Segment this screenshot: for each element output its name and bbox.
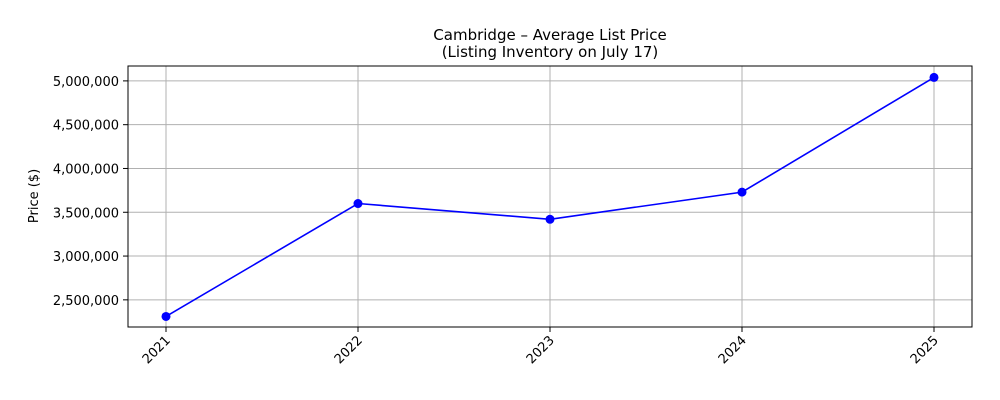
chart-title: Cambridge – Average List Price	[433, 26, 666, 44]
data-point-2021	[161, 311, 171, 321]
x-tick-label: 2023	[524, 333, 558, 367]
axes: 2021 2022 2023 2024 2025 2,500,000 3,000,000 3,…	[53, 75, 942, 367]
x-tick-label: 2025	[908, 333, 942, 367]
y-tick-label: 3,500,000	[53, 206, 119, 221]
x-tick-label: 2024	[716, 333, 750, 367]
grid-lines	[128, 66, 972, 327]
series-layer	[161, 72, 939, 321]
data-point-2025	[929, 72, 939, 82]
data-point-2024	[737, 187, 747, 197]
x-tick-label: 2021	[140, 333, 174, 367]
chart-subtitle: (Listing Inventory on July 17)	[442, 43, 659, 61]
y-axis-label: Price ($)	[27, 169, 42, 223]
data-point-2022	[353, 199, 363, 209]
y-tick-label: 5,000,000	[53, 75, 119, 90]
y-tick-label: 4,500,000	[53, 119, 119, 134]
plot-frame	[127, 65, 973, 328]
y-tick-label: 4,000,000	[53, 162, 119, 177]
y-tick-label: 2,500,000	[53, 294, 119, 309]
x-tick-label: 2022	[332, 333, 366, 367]
data-point-2023	[545, 214, 555, 224]
y-tick-label: 3,000,000	[53, 250, 119, 265]
